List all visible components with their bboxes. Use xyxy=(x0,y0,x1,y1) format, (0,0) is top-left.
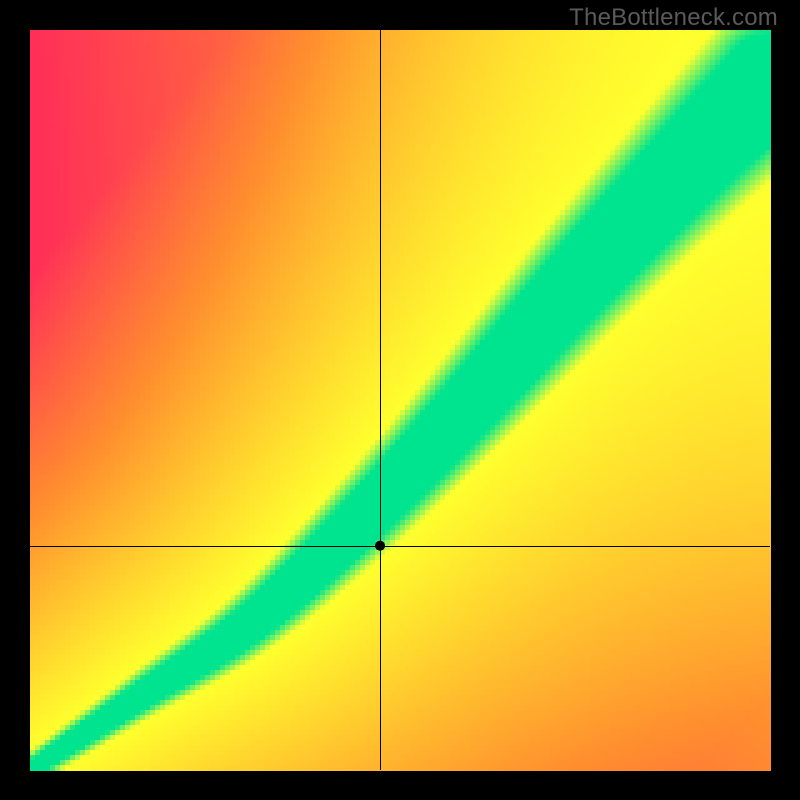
bottleneck-heatmap xyxy=(0,0,800,800)
watermark-text: TheBottleneck.com xyxy=(569,4,778,32)
chart-container: { "watermark_text": "TheBottleneck.com",… xyxy=(0,0,800,800)
